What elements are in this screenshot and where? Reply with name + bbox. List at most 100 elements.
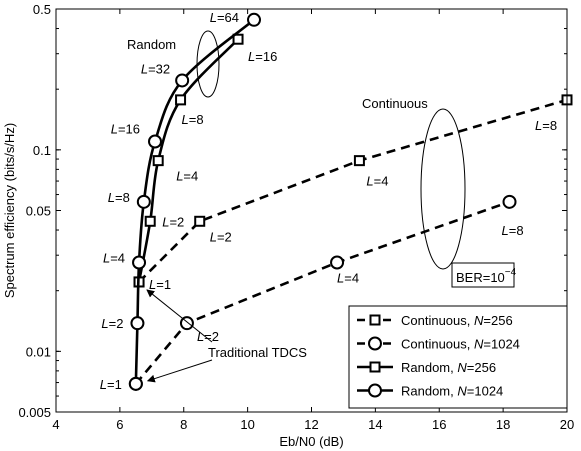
ber-exponent: −4 xyxy=(505,267,517,278)
y-tick-label: 0.5 xyxy=(33,2,51,17)
point-label: L=4 xyxy=(366,174,388,189)
ber-box: BER=10−4 xyxy=(451,262,517,288)
legend-marker xyxy=(368,336,382,351)
point-label-value: =2 xyxy=(109,316,124,331)
legend-label-var: N xyxy=(457,384,467,399)
point-label-value: =16 xyxy=(255,49,277,64)
point-label-var: L xyxy=(248,49,255,64)
point-label-var: L xyxy=(101,316,108,331)
data-point-marker xyxy=(330,255,345,270)
x-tick-label: 8 xyxy=(180,417,187,432)
point-label-var: L xyxy=(197,329,204,344)
legend-label-value: =1024 xyxy=(483,337,520,352)
x-tick-label: 16 xyxy=(432,417,446,432)
point-label-value: =4 xyxy=(344,270,359,285)
traditional-tdcs-label: Traditional TDCS xyxy=(208,345,307,360)
point-label-value: =4 xyxy=(110,250,125,265)
series-random-n-1024 xyxy=(128,12,262,391)
point-label: L=32 xyxy=(141,61,170,76)
y-axis-title: Spectrum efficiency (bits/s/Hz) xyxy=(2,123,17,298)
x-tick-label: 6 xyxy=(116,417,123,432)
point-label: L=8 xyxy=(502,223,524,238)
random-group-label: Random xyxy=(127,37,176,52)
point-label-value: =2 xyxy=(217,229,232,244)
x-tick-label: 10 xyxy=(240,417,254,432)
point-label: L=1 xyxy=(149,277,171,292)
legend-marker xyxy=(369,314,381,326)
series-line xyxy=(134,200,510,385)
data-point-marker xyxy=(152,155,164,167)
x-tick-label: 4 xyxy=(52,417,59,432)
legend-label-var: N xyxy=(474,313,484,328)
data-point-marker xyxy=(144,215,156,227)
legend-entry: Random, N=1024 xyxy=(357,383,503,399)
arrow-to-n1024 xyxy=(146,359,213,383)
y-tick-label: 0.005 xyxy=(18,405,51,420)
point-label-value: =2 xyxy=(204,329,219,344)
point-label-var: L xyxy=(182,112,189,127)
point-label-value: =8 xyxy=(189,112,204,127)
legend-marker xyxy=(369,361,381,373)
point-label-value: =64 xyxy=(217,10,239,25)
legend-label-var: N xyxy=(457,360,467,375)
data-point-marker xyxy=(247,12,262,27)
point-label-var: L xyxy=(103,250,110,265)
x-tick-label: 14 xyxy=(368,417,382,432)
point-label: L=4 xyxy=(337,270,359,285)
point-label-var: L xyxy=(366,174,373,189)
legend-label-value: =256 xyxy=(483,313,512,328)
legend-label-var: N xyxy=(474,337,484,352)
point-label-value: =32 xyxy=(148,61,170,76)
point-label: L=2 xyxy=(162,214,184,229)
point-label: L=8 xyxy=(108,190,130,205)
legend-marker xyxy=(368,383,382,398)
ber-base: BER=10 xyxy=(456,270,505,285)
point-label: L=2 xyxy=(101,316,123,331)
axis-ticks: 4 6 8 10 12 14 16 18 20 0.005 0.01 0.05 0.1 0.5 xyxy=(18,2,574,432)
point-label-value: =4 xyxy=(374,174,389,189)
point-label-var: L xyxy=(149,277,156,292)
data-point-marker xyxy=(175,73,190,88)
point-label: L=64 xyxy=(210,10,239,25)
data-point-marker xyxy=(130,316,145,331)
point-label: L=2 xyxy=(197,329,219,344)
point-label-value: =4 xyxy=(183,169,198,184)
legend-label-prefix: Random, xyxy=(401,384,457,399)
random-group-ellipse xyxy=(196,30,220,98)
legend-label-value: =256 xyxy=(467,360,496,375)
data-point-marker xyxy=(194,215,206,227)
data-point-marker xyxy=(232,33,244,45)
point-label-value: =8 xyxy=(115,190,130,205)
continuous-group-label: Continuous xyxy=(362,96,428,111)
y-tick-label: 0.1 xyxy=(33,143,51,158)
point-label-var: L xyxy=(210,10,217,25)
point-label-var: L xyxy=(108,190,115,205)
data-point-marker xyxy=(148,134,163,149)
group-ellipses xyxy=(196,30,466,270)
x-tick-label: 12 xyxy=(304,417,318,432)
point-label-value: =8 xyxy=(542,118,557,133)
point-label-var: L xyxy=(111,122,118,137)
x-tick-label: 20 xyxy=(560,417,574,432)
point-label-var: L xyxy=(337,270,344,285)
continuous-group-ellipse xyxy=(420,108,466,270)
legend-label-prefix: Random, xyxy=(401,360,457,375)
point-label-var: L xyxy=(502,223,509,238)
x-tick-label: 18 xyxy=(496,417,510,432)
data-point-marker xyxy=(175,94,187,106)
legend-label: Random, N=256 xyxy=(401,360,496,375)
point-label: L=2 xyxy=(210,229,232,244)
point-label-value: =16 xyxy=(118,122,140,137)
x-axis-title: Eb/N0 (dB) xyxy=(279,434,343,449)
point-label-value: =8 xyxy=(509,223,524,238)
legend-entry: Continuous, N=1024 xyxy=(357,336,520,352)
point-label: L=16 xyxy=(111,122,140,137)
point-label: L=8 xyxy=(182,112,204,127)
ber-label: BER=10−4 xyxy=(456,267,517,285)
legend-label-prefix: Continuous, xyxy=(401,337,474,352)
point-label-var: L xyxy=(100,377,107,392)
point-label-var: L xyxy=(141,61,148,76)
legend-label: Random, N=1024 xyxy=(401,384,503,399)
